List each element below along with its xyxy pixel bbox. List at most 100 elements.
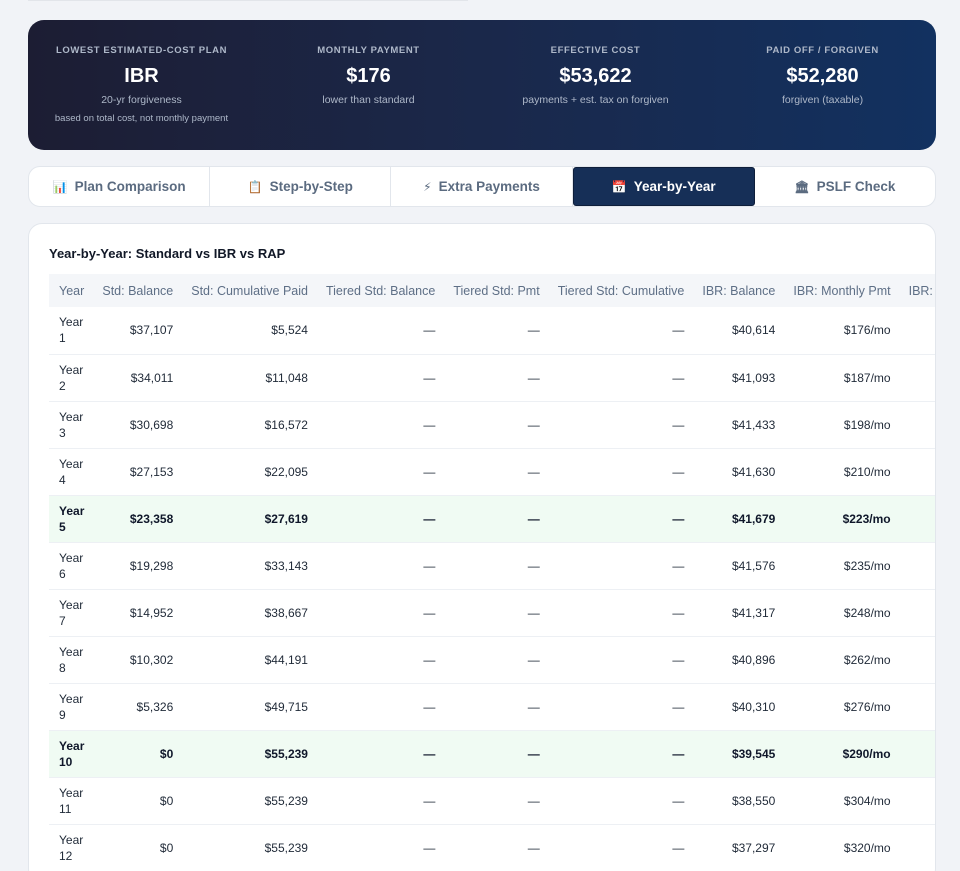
table-cell: — [527,464,540,479]
table-cell: — [423,464,436,479]
tab-pslf-check[interactable]: 🏛 PSLF Check [755,167,935,206]
table-cell [901,730,935,777]
table-cell: $37,107 [129,323,174,338]
table-cell: $38,550 [731,793,776,808]
table-cell: $0 [159,746,174,761]
table-cell: $5,326 [136,699,174,714]
tab-plan-comparison[interactable]: 📊 Plan Comparison [29,167,211,206]
year-by-year-panel: Year-by-Year: Standard vs IBR vs RAP Yea… [28,223,936,871]
year-cell: Year 12 [59,832,84,863]
table-cell: $55,239 [264,793,308,808]
tab-label: PSLF Check [816,179,896,194]
table-cell: $198/mo [843,417,891,432]
table-cell: $19,298 [129,558,174,573]
table-cell: $41,576 [731,558,776,573]
table-cell: $210/mo [843,464,891,479]
table-cell: — [527,370,540,385]
table-row: Year 7 $14,952 $38,667 — — — $41,317 $248/mo [49,589,935,636]
column-header: Std: Balance [102,283,174,298]
tab-label: Year-by-Year [633,179,716,194]
table-cell: $320/mo [843,840,891,855]
stat-value: IBR [124,65,159,87]
tab-extra-payments[interactable]: ⚡ Extra Payments [391,167,573,206]
tab-label: Step-by-Step [269,179,353,194]
table-cell: — [423,558,436,573]
table-cell: $39,545 [731,746,776,761]
table-cell: — [423,746,436,761]
year-cell: Year 11 [59,785,84,816]
table-cell [901,354,935,401]
table-cell [901,683,935,730]
table-row: Year 10 $0 $55,239 — — — $39,545 $290/mo [49,730,935,777]
year-cell: Year 4 [59,456,84,487]
column-header: Tiered Std: Cumulative [557,283,685,298]
table-row: Year 2 $34,011 $11,048 — — — $41,093 $187/mo [49,354,935,401]
table-cell: $248/mo [843,605,891,620]
year-cell: Year 5 [59,503,85,534]
year-cell: Year 1 [59,315,84,346]
stat-paid-off-forgiven: Paid Off / Forgiven $52,280 forgiven (ta… [709,20,936,150]
table-cell: $22,095 [264,464,308,479]
table-row: Year 8 $10,302 $44,191 — — — $40,896 $262/mo [49,636,935,683]
table-cell: — [672,464,685,479]
table-cell [901,401,935,448]
tab-year-by-year[interactable]: 📅 Year-by-Year [572,167,755,206]
table-cell: $276/mo [843,699,891,714]
table-cell: $223/mo [842,511,891,526]
table-cell: $30,698 [129,417,174,432]
table-cell: — [423,699,436,714]
table-cell: $290/mo [842,746,891,761]
year-cell: Year 6 [59,550,84,581]
table-cell: — [672,511,685,526]
table-cell: — [423,417,436,432]
tab-label: Plan Comparison [74,179,186,194]
table-cell: — [423,793,436,808]
table-cell: $55,239 [264,746,308,761]
table-scroll-container[interactable]: Year Std: Balance Std: Cumulative Paid T… [49,274,935,871]
stat-value: $176 [346,65,391,87]
tab-bar: 📊 Plan Comparison 📋 Step-by-Step ⚡ Extra… [28,166,936,207]
table-cell: $41,679 [731,511,776,526]
table-cell: — [423,323,436,338]
table-cell: — [527,652,540,667]
table-cell: $49,715 [264,699,308,714]
stat-value: $53,622 [559,65,632,87]
column-header: IBR: Cumulative [908,283,935,298]
table-cell [901,307,935,354]
table-cell: — [672,605,685,620]
stat-monthly-payment: Monthly Payment $176 lower than standard [255,20,482,150]
table-cell: — [672,793,685,808]
stat-subtext: forgiven (taxable) [781,94,864,106]
table-cell: $11,048 [265,370,308,385]
tab-step-by-step[interactable]: 📋 Step-by-Step [210,167,392,206]
stat-subtext: 20-yr forgiveness [101,94,182,106]
bar-chart-icon: 📊 [52,179,68,194]
table-cell: — [527,558,540,573]
table-header-row: Year Std: Balance Std: Cumulative Paid T… [49,274,935,307]
table-cell: — [672,323,685,338]
calendar-icon: 📅 [611,179,627,194]
table-cell: — [672,370,685,385]
table-cell [901,824,935,871]
table-cell: $5,524 [271,323,308,338]
table-cell [901,589,935,636]
table-cell: $37,297 [731,840,776,855]
table-cell: $40,310 [731,699,776,714]
table-cell [901,542,935,589]
table-cell: $41,630 [731,464,776,479]
column-header: Tiered Std: Balance [325,283,436,298]
table-row: Year 9 $5,326 $49,715 — — — $40,310 $276/mo [49,683,935,730]
tab-label: Extra Payments [438,179,540,194]
table-cell: $16,572 [264,417,308,432]
summary-banner: Lowest Estimated-Cost Plan IBR 20-yr for… [28,20,936,150]
stat-subtext: lower than standard [322,94,415,106]
table-cell: — [527,699,540,714]
panel-title: Year-by-Year: Standard vs IBR vs RAP [49,246,286,261]
year-cell: Year 10 [59,738,85,769]
table-cell: — [423,840,436,855]
column-header: Tiered Std: Pmt [453,283,540,298]
table-cell: — [527,605,540,620]
table-cell: $27,619 [264,511,308,526]
table-cell: — [527,746,540,761]
table-cell [901,448,935,495]
